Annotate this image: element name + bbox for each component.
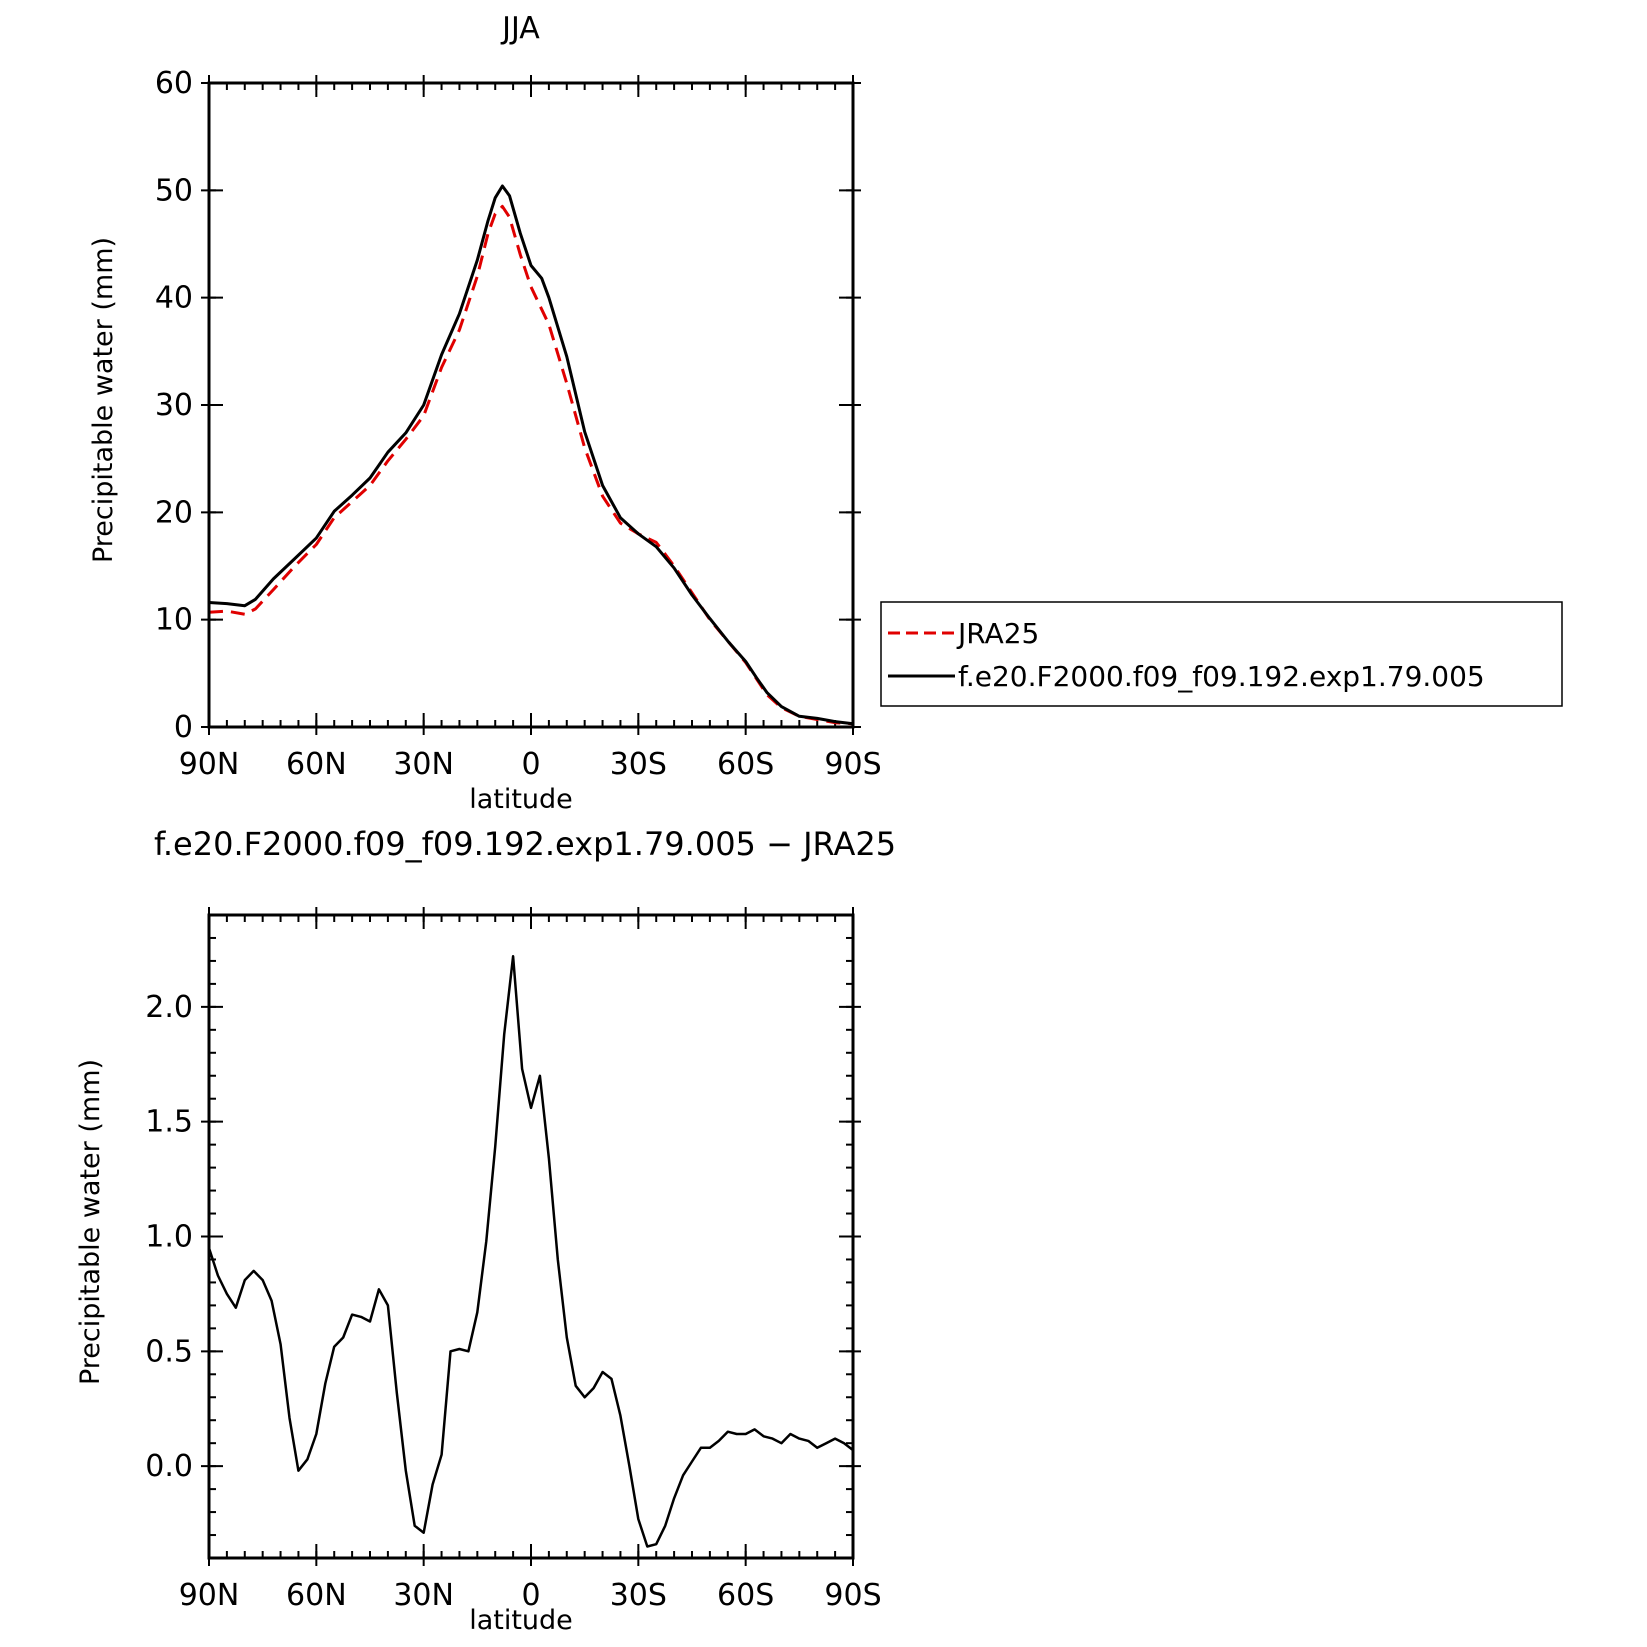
y-tick-label: 40 (155, 281, 193, 316)
plot-frame (207, 913, 855, 1560)
x-tick-label: 60S (717, 747, 774, 782)
y-tick-label: 1.5 (145, 1105, 193, 1140)
tick-marks (201, 75, 861, 735)
precipitable-water-panel: JJA 90N 60N 30N 0 30S 60S 90S 0 10 20 30 40 50 60 lat… (88, 11, 882, 815)
y-tick-label: 2.0 (145, 990, 193, 1025)
x-tick-label: 60N (286, 747, 347, 782)
x-tick-label: 90S (824, 747, 881, 782)
x-tick-label: 0 (521, 747, 540, 782)
y-tick-label: 50 (155, 173, 193, 208)
y-tick-label: 0 (174, 710, 193, 745)
x-tick-label: 30N (393, 747, 454, 782)
chart-title: f.e20.F2000.f09_f09.192.exp1.79.005 − JR… (154, 825, 896, 863)
x-tick-label: 30N (393, 1578, 454, 1613)
y-axis-label: Precipitable water (mm) (75, 1059, 106, 1385)
series-line-difference (207, 955, 854, 1548)
legend-label-model: f.e20.F2000.f09_f09.192.exp1.79.005 (958, 660, 1485, 693)
series-lines (208, 184, 854, 726)
legend-box (880, 601, 1563, 707)
y-axis-label: Precipitable water (mm) (88, 237, 119, 563)
y-tick-label: 60 (155, 66, 193, 101)
x-axis-label: latitude (469, 784, 573, 815)
y-tick-label: 10 (155, 603, 193, 638)
tick-labels: 90N 60N 30N 0 30S 60S 90S 0.0 0.5 1.0 1.5 2.0 (145, 990, 881, 1613)
x-tick-label: 0 (521, 1578, 540, 1613)
tick-labels: 90N 60N 30N 0 30S 60S 90S 0 10 20 30 40 50 60 (155, 66, 882, 782)
difference-panel: f.e20.F2000.f09_f09.192.exp1.79.005 − JR… (75, 825, 896, 1636)
y-tick-label: 20 (155, 495, 193, 530)
legend: JRA25 f.e20.F2000.f09_f09.192.exp1.79.00… (880, 601, 1563, 707)
series-lines (207, 955, 854, 1548)
y-tick-label: 0.0 (145, 1449, 193, 1484)
series-line-model (208, 184, 854, 726)
x-tick-label: 30S (610, 747, 667, 782)
legend-label-jra25: JRA25 (956, 617, 1039, 650)
x-tick-label: 90S (824, 1578, 881, 1613)
x-tick-label: 90N (179, 1578, 240, 1613)
chart-title: JJA (500, 11, 540, 46)
y-tick-label: 1.0 (145, 1220, 193, 1255)
x-axis-label: latitude (469, 1605, 573, 1636)
plot-frame (207, 81, 855, 729)
x-tick-label: 90N (179, 747, 240, 782)
x-tick-label: 60N (286, 1578, 347, 1613)
y-tick-label: 30 (155, 388, 193, 423)
x-tick-label: 30S (610, 1578, 667, 1613)
series-line-jra25 (208, 204, 854, 726)
x-tick-label: 60S (717, 1578, 774, 1613)
y-tick-label: 0.5 (145, 1334, 193, 1369)
